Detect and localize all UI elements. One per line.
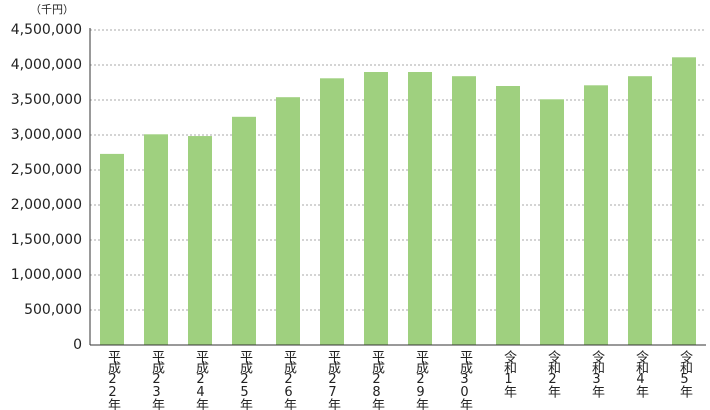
x-tick-label: 平成29年 [413,350,428,409]
y-tick-label: 4,000,000 [11,57,82,73]
bar [320,78,344,346]
bar [584,85,608,346]
bar [452,76,476,345]
x-tick-label: 令和2年 [545,350,560,396]
bar [364,72,388,345]
y-tick-label: 3,000,000 [11,127,82,143]
bar [628,76,652,345]
x-tick-label: 令和3年 [589,350,604,396]
bar [188,136,212,345]
bar [672,57,696,346]
bar [496,86,520,345]
bar [100,153,124,345]
x-tick-label: 平成22年 [105,350,120,409]
x-tick-label: 平成30年 [457,350,472,409]
x-tick-label: 平成23年 [149,350,164,409]
x-tick-label: 平成24年 [193,350,208,409]
x-tick-label: 平成26年 [281,350,296,409]
y-tick-label: 0 [73,337,82,353]
x-tick-label: 平成27年 [325,350,340,409]
bar [276,97,300,345]
x-tick-label: 平成25年 [237,350,252,409]
bar [408,72,432,345]
x-tick-label: 令和1年 [501,350,516,396]
bar [232,116,256,345]
y-tick-label: 3,500,000 [11,92,82,108]
x-tick-label: 平成28年 [369,350,384,409]
y-tick-label: 2,000,000 [11,197,82,213]
unit-label: （千円） [30,3,74,16]
x-tick-label: 令和4年 [633,350,648,396]
y-tick-label: 2,500,000 [11,162,82,178]
y-tick-label: 4,500,000 [11,22,82,38]
y-tick-label: 1,500,000 [11,232,82,248]
x-tick-label: 令和5年 [677,350,692,396]
y-tick-label: 1,000,000 [11,267,82,283]
bar [144,134,168,345]
y-tick-label: 500,000 [24,302,82,318]
bar [540,99,564,345]
